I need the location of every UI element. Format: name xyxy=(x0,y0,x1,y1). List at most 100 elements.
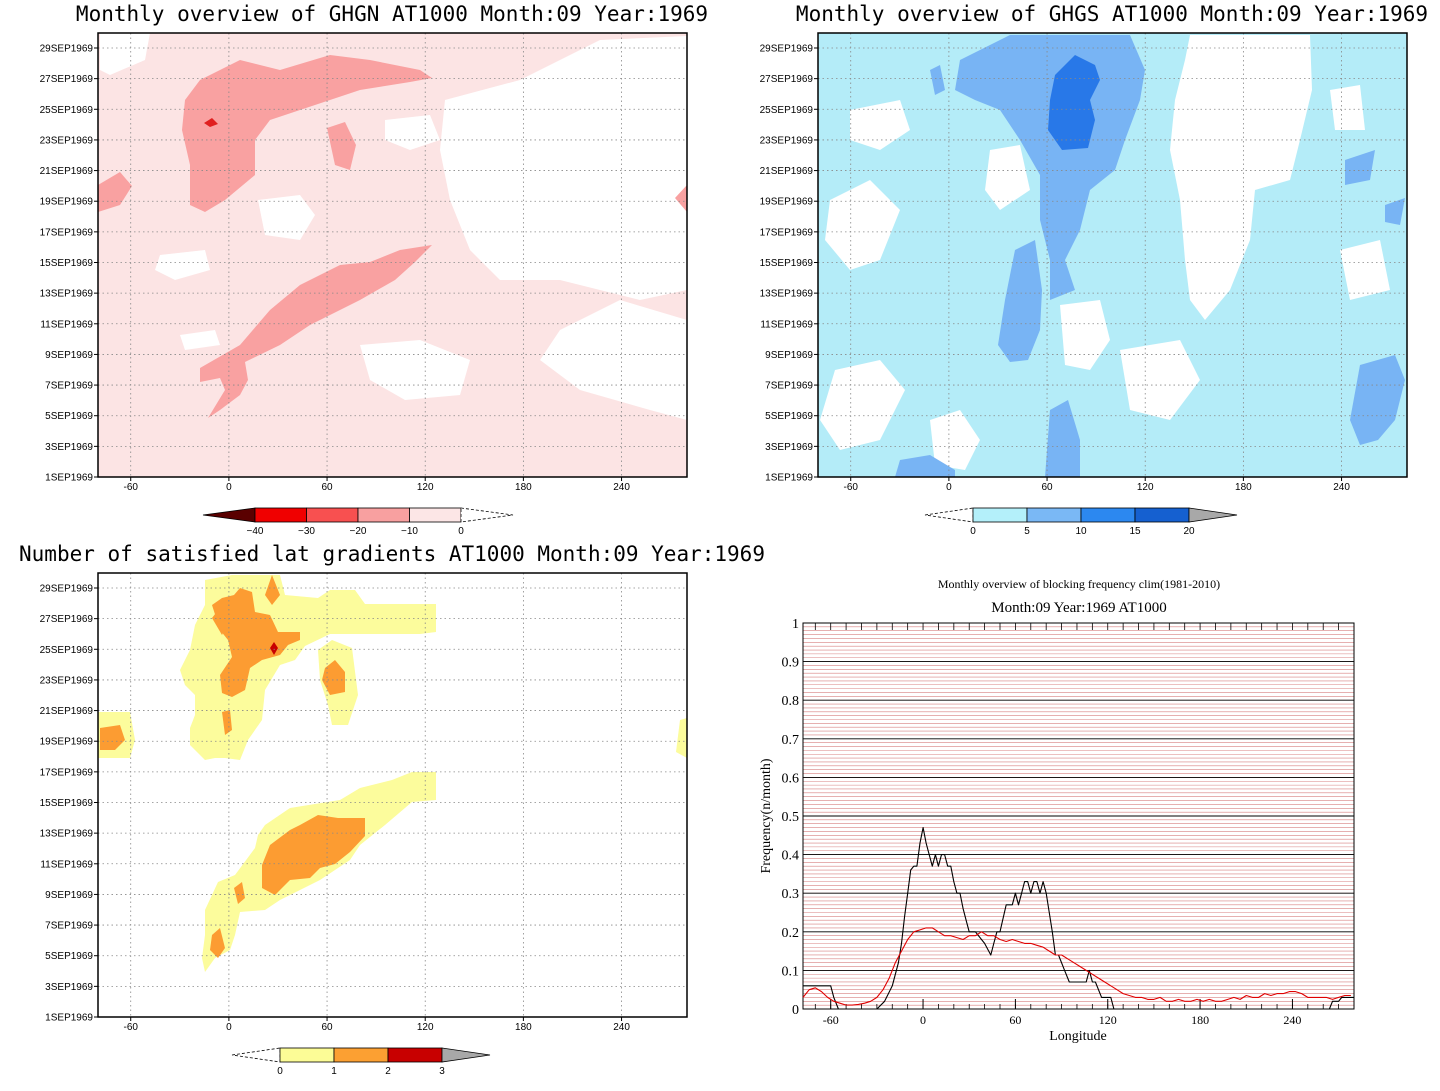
ghgs-y-tick-label: 29SEP1969 xyxy=(760,44,814,55)
ghgn-y-tick-label: 29SEP1969 xyxy=(40,44,94,55)
ghgn-negative-region xyxy=(182,55,432,212)
ghgs-neutral-region xyxy=(1340,240,1390,300)
ghgn-y-tick-label: 11SEP1969 xyxy=(40,319,93,330)
frequency-y-tick-label: 0.9 xyxy=(782,656,800,671)
ghgn-title: Monthly overview of GHGN AT1000 Month:09… xyxy=(76,2,708,26)
gradients-y-tick-label: 19SEP1969 xyxy=(40,737,94,748)
ghgs-y-tick-label: 25SEP1969 xyxy=(760,105,814,116)
ghgn-negative-region xyxy=(98,172,132,212)
gradients-x-tick-label: 240 xyxy=(613,1022,630,1033)
ghgs-neutral-region xyxy=(820,360,905,450)
ghgs-x-tick-label: 0 xyxy=(946,482,952,493)
frequency-y-tick-label: 0.4 xyxy=(782,849,800,864)
frequency-y-tick-label: 0 xyxy=(792,1003,799,1018)
ghgn-colorbar-segment xyxy=(357,507,410,523)
gradients-count-3-region xyxy=(270,642,278,655)
frequency-y-tick-label: 0.7 xyxy=(782,733,800,748)
frequency-y-tick-label: 0.6 xyxy=(782,771,800,786)
ghgs-colorbar-segment xyxy=(972,507,1028,523)
gradients-y-tick-label: 23SEP1969 xyxy=(40,675,94,686)
ghgs-neutral-region xyxy=(930,410,980,470)
ghgn-y-tick-label: 17SEP1969 xyxy=(40,227,94,238)
gradients-y-tick-label: 3SEP1969 xyxy=(45,982,93,993)
frequency-y-tick-label: 0.2 xyxy=(782,926,800,941)
gradients-x-tick-label: 60 xyxy=(321,1022,333,1033)
ghgs-colorbar-segment xyxy=(1080,507,1136,523)
gradients-y-tick-label: 5SEP1969 xyxy=(45,951,93,962)
gradients-y-tick-label: 13SEP1969 xyxy=(40,829,94,840)
ghgs-neutral-region xyxy=(850,100,910,150)
ghgs-colorbar: 0 5 10 15 20 xyxy=(924,507,1238,537)
ghgn-colorbar: −40 −30 −20 −10 0 xyxy=(202,507,514,537)
ghgn-colorbar-label: −20 xyxy=(350,526,367,537)
ghgn-neutral-region xyxy=(440,36,687,300)
frequency-x-tick-label: -60 xyxy=(823,1013,839,1027)
gradients-colorbar-segment xyxy=(279,1047,335,1063)
gradients-count-1-region xyxy=(202,772,436,972)
ghgs-band-region xyxy=(1345,150,1375,185)
gradients-colorbar-label: 3 xyxy=(439,1066,445,1077)
gradients-colorbar-label: 2 xyxy=(385,1066,391,1077)
gradients-field xyxy=(98,573,687,1017)
panel-blocking-frequency: Monthly overview of blocking frequency c… xyxy=(759,577,1355,1044)
frequency-y-tick-label: 0.5 xyxy=(782,810,800,825)
ghgs-y-tick-label: 3SEP1969 xyxy=(765,442,813,453)
ghgs-y-tick-label: 13SEP1969 xyxy=(760,289,814,300)
ghgn-x-tick-label: 60 xyxy=(321,482,333,493)
ghgs-x-tick-label: 60 xyxy=(1041,482,1053,493)
frequency-x-tick-label: 240 xyxy=(1283,1013,1301,1027)
ghgs-neutral-region xyxy=(1120,340,1200,420)
ghgs-colorbar-label: 5 xyxy=(1024,526,1030,537)
frequency-axes: -60 0 60 120 180 240 0 0.1 0.2 0.3 0.4 0.5 0.6 0.7 0.8… xyxy=(782,617,1355,1027)
ghgn-neutral-region xyxy=(258,195,315,240)
gradients-count-2-region xyxy=(262,815,365,895)
gradients-y-tick-label: 9SEP1969 xyxy=(45,890,93,901)
ghgs-title: Monthly overview of GHGS AT1000 Month:09… xyxy=(796,2,1428,26)
ghgs-neutral-region xyxy=(1060,300,1110,370)
ghgn-x-tick-label: 240 xyxy=(613,482,630,493)
gradients-count-1-region xyxy=(676,718,687,758)
ghgs-y-tick-label: 21SEP1969 xyxy=(760,166,814,177)
ghgs-x-tick-label: -60 xyxy=(843,482,858,493)
gradients-count-2-region xyxy=(265,575,280,605)
ghgn-axes: -60 0 60 120 180 240 1SEP1969 3SEP1969 5SEP1969 7… xyxy=(40,44,631,494)
ghgn-x-tick-label: 0 xyxy=(226,482,232,493)
ghgs-colorbar-low-arrow xyxy=(924,507,974,523)
gradients-y-tick-label: 15SEP1969 xyxy=(40,798,94,809)
frequency-y-tick-label: 0.1 xyxy=(782,964,800,979)
ghgs-colorbar-label: 15 xyxy=(1129,526,1141,537)
ghgn-y-tick-label: 5SEP1969 xyxy=(45,411,93,422)
ghgs-frame xyxy=(817,32,1408,478)
ghgs-colorbar-segment xyxy=(1134,507,1190,523)
ghgs-y-tick-label: 9SEP1969 xyxy=(765,350,813,361)
ghgs-x-tick-label: 120 xyxy=(1137,482,1154,493)
ghgn-colorbar-high-arrow xyxy=(460,507,514,523)
gradients-gridlines xyxy=(98,573,687,1017)
ghgn-colorbar-low-arrow xyxy=(202,507,256,523)
ghgn-neutral-region xyxy=(180,330,220,350)
ghgn-neutral-region xyxy=(155,250,210,280)
frequency-series-black-line xyxy=(803,827,1354,1010)
gradients-colorbar-segment xyxy=(387,1047,443,1063)
ghgn-y-tick-label: 23SEP1969 xyxy=(40,135,94,146)
panel-lat-gradients: Number of satisfied lat gradients AT1000… xyxy=(19,542,765,1077)
ghgs-y-tick-label: 5SEP1969 xyxy=(765,411,813,422)
ghgs-y-tick-label: 23SEP1969 xyxy=(760,135,814,146)
gradients-count-2-region xyxy=(212,588,300,697)
ghgs-x-tick-label: 180 xyxy=(1235,482,1252,493)
ghgs-y-tick-label: 19SEP1969 xyxy=(760,197,814,208)
gradients-count-2-region xyxy=(100,725,125,750)
gradients-x-tick-label: 120 xyxy=(417,1022,434,1033)
gradients-count-2-region xyxy=(322,660,345,695)
frequency-x-axis-label: Longitude xyxy=(1049,1029,1107,1044)
ghgs-band-region xyxy=(1350,355,1405,445)
ghgs-band-region xyxy=(955,35,1145,300)
ghgs-band-region xyxy=(1045,400,1080,477)
gradients-y-tick-label: 7SEP1969 xyxy=(45,921,93,932)
ghgn-gridlines xyxy=(98,33,687,477)
ghgn-colorbar-label: −30 xyxy=(298,526,315,537)
ghgn-neutral-region xyxy=(100,33,150,75)
ghgn-colorbar-label: −10 xyxy=(401,526,418,537)
ghgn-y-tick-label: 9SEP1969 xyxy=(45,350,93,361)
ghgs-axes: -60 0 60 120 180 240 1SEP1969 3SEP1969 5SEP1969 7… xyxy=(760,44,1351,494)
